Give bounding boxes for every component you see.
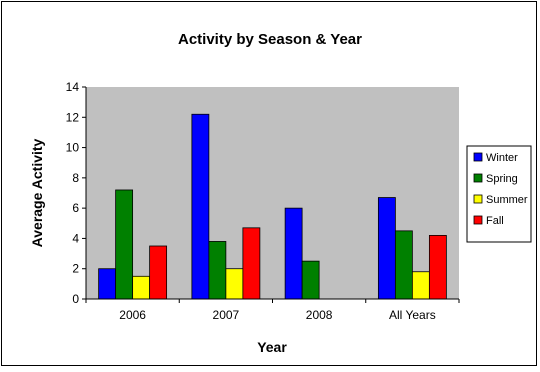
y-tick-label: 4 xyxy=(72,231,79,245)
legend-swatch-spring xyxy=(473,173,483,183)
legend-label-summer: Summer xyxy=(486,194,528,206)
y-tick-label: 14 xyxy=(66,80,80,94)
legend-swatch-winter xyxy=(473,152,483,162)
chart-title: Activity by Season & Year xyxy=(178,31,362,48)
y-tick-label: 6 xyxy=(72,201,79,215)
bar-winter-2006 xyxy=(98,268,117,300)
legend-label-spring: Spring xyxy=(486,173,518,185)
legend-swatch-summer xyxy=(473,194,483,204)
bar-chart: Activity by Season & Year 0 2 4 6 8 10 12 14 20… xyxy=(29,31,532,355)
bar-spring-2006 xyxy=(115,189,134,300)
bar-summer-2007 xyxy=(225,268,244,300)
x-tick-label: All Years xyxy=(389,308,436,322)
bar-spring-2007 xyxy=(208,241,227,300)
bar-summer-all-years xyxy=(411,271,430,300)
bar-winter-2008 xyxy=(284,207,303,300)
y-tick-label: 2 xyxy=(72,262,79,276)
y-axis: 0 2 4 6 8 10 12 14 xyxy=(66,80,87,306)
legend-label-winter: Winter xyxy=(486,152,518,164)
y-tick-label: 12 xyxy=(66,110,80,124)
legend: Winter Spring Summer Fall xyxy=(466,145,532,243)
legend-box xyxy=(466,145,532,243)
y-tick-label: 0 xyxy=(72,292,79,306)
x-tick-label: 2006 xyxy=(119,308,146,322)
bar-winter-2007 xyxy=(191,113,210,300)
y-axis-label: Average Activity xyxy=(29,138,45,247)
bar-fall-2006 xyxy=(149,245,168,300)
bar-fall-2007 xyxy=(242,227,261,300)
legend-swatch-fall xyxy=(473,215,483,225)
x-axis: 2006 2007 2008 All Years xyxy=(85,298,460,322)
x-axis-label: Year xyxy=(257,339,287,355)
chart-frame: Activity by Season & Year 0 2 4 6 8 10 12 14 20… xyxy=(1,1,537,366)
legend-label-fall: Fall xyxy=(486,215,504,227)
bar-spring-2008 xyxy=(301,260,320,300)
y-tick-label: 8 xyxy=(72,171,79,185)
x-tick-label: 2008 xyxy=(306,308,333,322)
bar-winter-all-years xyxy=(377,197,396,300)
bar-fall-all-years xyxy=(428,234,447,300)
bar-spring-all-years xyxy=(394,230,413,300)
y-tick-label: 10 xyxy=(66,141,80,155)
x-tick-label: 2007 xyxy=(213,308,240,322)
bar-summer-2006 xyxy=(132,275,151,300)
bars-group xyxy=(98,113,447,300)
